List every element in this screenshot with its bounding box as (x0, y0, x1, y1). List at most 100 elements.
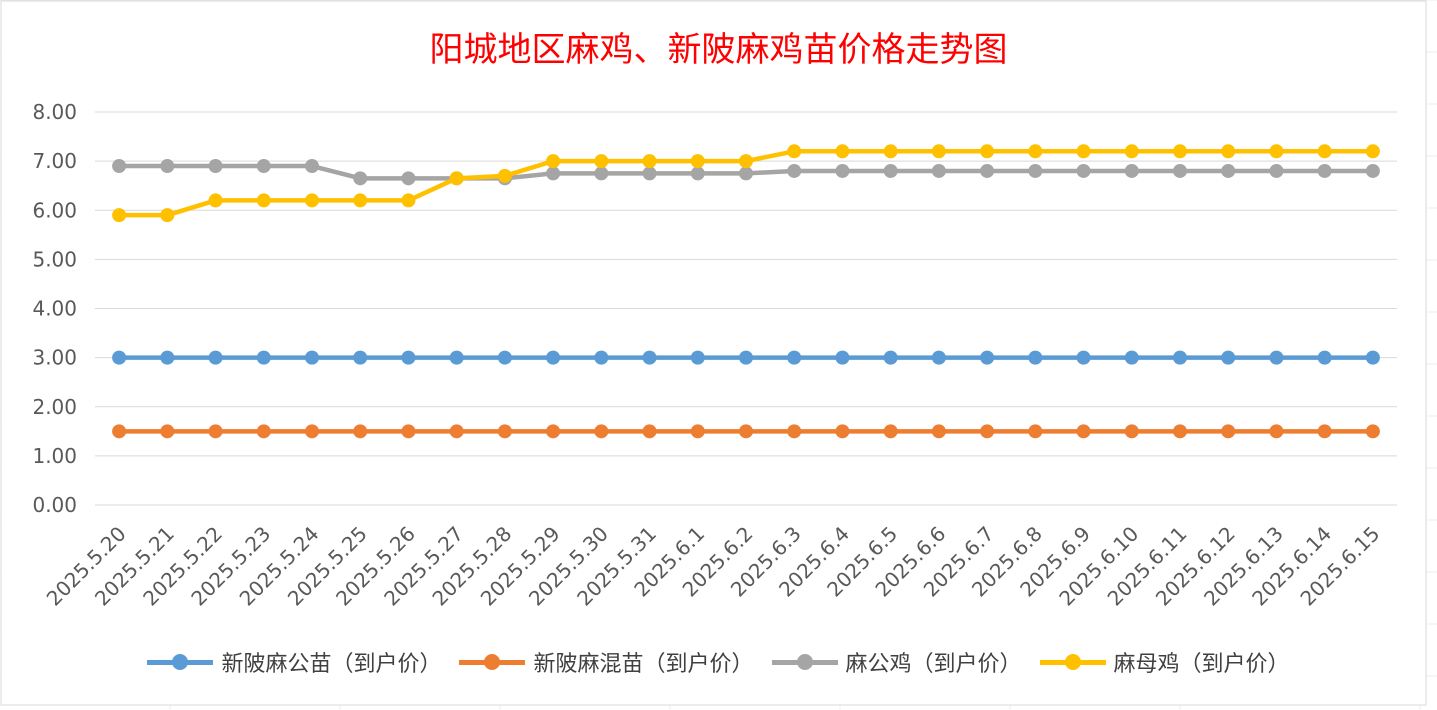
data-point (497, 168, 512, 183)
y-tick-label: 3.00 (32, 346, 77, 370)
data-point (739, 154, 753, 169)
data-point (1365, 144, 1380, 159)
data-point (1317, 424, 1332, 439)
data-point (256, 424, 271, 439)
legend-label: 麻母鸡（到户价） (1113, 652, 1290, 677)
data-point (256, 193, 271, 208)
data-point (546, 166, 561, 181)
y-tick-label: 2.00 (32, 395, 77, 419)
data-point (787, 424, 802, 439)
data-point (1173, 163, 1187, 178)
legend-swatch (1039, 652, 1106, 672)
data-point (497, 424, 512, 439)
data-point (401, 171, 416, 186)
legend-item: 麻公鸡（到户价） (771, 646, 1022, 678)
data-point (1221, 163, 1236, 178)
data-point (546, 350, 561, 365)
data-point (835, 424, 850, 439)
legend-item: 新陂麻混苗（到户价） (459, 646, 754, 678)
data-point (739, 166, 753, 181)
data-point (401, 193, 416, 208)
data-point (835, 350, 850, 365)
data-point (1124, 350, 1139, 365)
data-point (931, 424, 946, 439)
y-tick-label: 0.00 (32, 493, 77, 517)
data-point (931, 350, 946, 365)
legend-item: 麻母鸡（到户价） (1039, 646, 1290, 678)
data-point (642, 166, 657, 181)
y-tick-label: 6.00 (32, 198, 77, 222)
y-tick-label: 5.00 (32, 247, 77, 271)
y-tick-label: 1.00 (32, 444, 77, 468)
data-point (401, 350, 416, 365)
data-point (787, 163, 802, 178)
data-point (980, 144, 995, 159)
data-point (401, 424, 416, 439)
data-point (353, 424, 368, 439)
y-tick-label: 8.00 (32, 100, 77, 124)
data-point (980, 424, 995, 439)
data-point (256, 159, 271, 174)
data-point (256, 350, 271, 365)
data-point (931, 163, 946, 178)
data-point (1173, 350, 1187, 365)
data-point (1365, 163, 1380, 178)
data-point (353, 171, 368, 186)
data-point (883, 350, 898, 365)
data-point (642, 350, 657, 365)
data-point (449, 350, 464, 365)
data-point (980, 163, 995, 178)
data-point (883, 144, 898, 159)
legend-swatch (771, 652, 838, 672)
data-point (449, 424, 464, 439)
data-point (690, 166, 705, 181)
data-point (112, 350, 127, 365)
data-point (1124, 424, 1139, 439)
data-point (1317, 163, 1332, 178)
data-point (1028, 350, 1043, 365)
data-point (1028, 144, 1043, 159)
y-tick-label: 7.00 (32, 149, 77, 173)
data-point (1173, 424, 1187, 439)
data-point (931, 144, 946, 159)
data-point (208, 424, 223, 439)
data-point (1076, 144, 1091, 159)
legend-label: 麻公鸡（到户价） (845, 652, 1022, 677)
data-point (594, 350, 609, 365)
chart-title: 阳城地区麻鸡、新陂麻鸡苗价格走势图 (429, 30, 1008, 70)
data-point (353, 193, 368, 208)
legend-swatch (147, 652, 214, 672)
data-point (739, 424, 753, 439)
data-point (1028, 163, 1043, 178)
data-point (642, 424, 657, 439)
data-point (642, 154, 657, 169)
data-point (208, 193, 223, 208)
data-point (690, 154, 705, 169)
data-point (112, 424, 127, 439)
data-point (208, 350, 223, 365)
data-point (1221, 424, 1236, 439)
data-point (1269, 163, 1284, 178)
data-point (546, 154, 561, 169)
data-point (594, 424, 609, 439)
data-point (690, 350, 705, 365)
data-point (787, 350, 802, 365)
data-point (1124, 144, 1139, 159)
data-point (1317, 350, 1332, 365)
data-point (305, 159, 319, 174)
data-point (160, 350, 175, 365)
data-point (980, 350, 995, 365)
data-point (112, 159, 127, 174)
legend-label: 新陂麻公苗（到户价） (221, 652, 442, 677)
data-point (1076, 163, 1091, 178)
data-point (1124, 163, 1139, 178)
data-point (1365, 350, 1380, 365)
data-point (739, 350, 753, 365)
legend-swatch (459, 652, 526, 672)
data-point (1076, 424, 1091, 439)
data-point (449, 171, 464, 186)
